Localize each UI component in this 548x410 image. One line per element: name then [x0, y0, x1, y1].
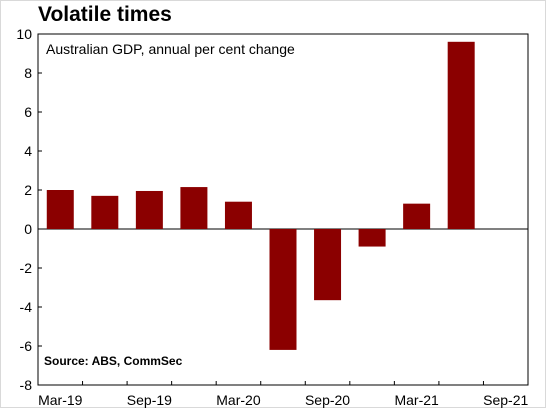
- bar-series: [46, 41, 475, 350]
- x-tick-label: Sep-20: [305, 392, 350, 408]
- y-tick-label: 0: [24, 221, 32, 237]
- y-tick-label: -8: [20, 377, 33, 393]
- y-axis: -8 -6 -4 -2 0 2 4 6 8 10: [16, 26, 42, 393]
- bar: [224, 201, 252, 229]
- x-axis: Mar-19 Sep-19 Mar-20 Sep-20 Mar-21 Sep-21: [37, 381, 529, 408]
- y-tick-label: 10: [16, 26, 32, 42]
- y-tick-label: 6: [24, 104, 32, 120]
- x-tick-label: Sep-21: [483, 392, 528, 408]
- chart-title: Volatile times: [38, 3, 172, 26]
- bar: [314, 229, 342, 301]
- chart-source: Source: ABS, CommSec: [44, 354, 183, 368]
- bar: [180, 187, 208, 229]
- plot-border: [37, 33, 529, 386]
- bar: [91, 195, 119, 229]
- bar: [269, 229, 297, 350]
- bar: [403, 203, 431, 229]
- x-tick-label: Mar-21: [394, 392, 439, 408]
- chart-subtitle: Australian GDP, annual per cent change: [46, 41, 295, 57]
- y-tick-label: -4: [20, 299, 33, 315]
- bar: [447, 41, 475, 229]
- y-tick-label: 4: [24, 143, 32, 159]
- x-tick-label: Mar-19: [38, 392, 83, 408]
- y-tick-label: -2: [20, 260, 33, 276]
- y-tick-label: 2: [24, 182, 32, 198]
- y-tick-label: 8: [24, 65, 32, 81]
- y-tick-label: -6: [20, 338, 33, 354]
- bar: [358, 229, 386, 247]
- bar: [46, 190, 74, 229]
- x-tick-label: Sep-19: [127, 392, 172, 408]
- bar: [135, 190, 163, 229]
- x-tick-label: Mar-20: [216, 392, 261, 408]
